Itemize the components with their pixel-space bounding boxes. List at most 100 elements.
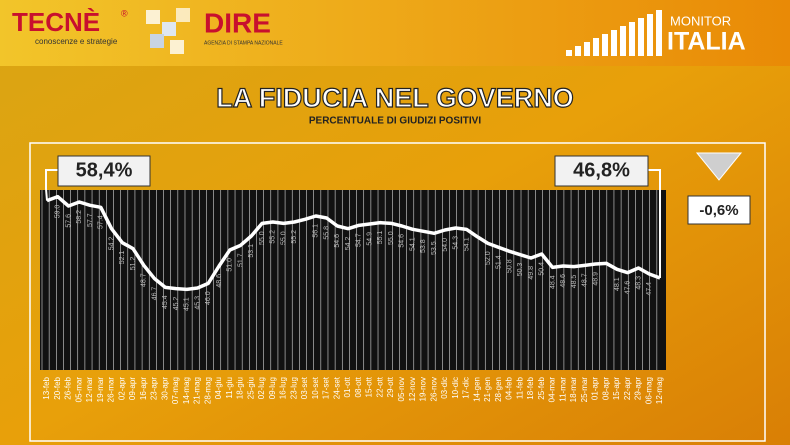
chart-frame xyxy=(29,142,766,442)
x-tick-label: 29-ott xyxy=(386,376,395,397)
x-tick-label: 20-feb xyxy=(53,376,62,399)
x-tick-label: 08-apr xyxy=(601,377,610,400)
brand-right-bottom: ITALIA xyxy=(667,28,746,56)
cube-logo xyxy=(146,8,190,54)
x-tick-label: 26-mar xyxy=(107,377,116,403)
value-label: 46.7 xyxy=(151,287,158,301)
chart-subtitle: PERCENTUALE DI GIUDIZI POSITIVI xyxy=(309,116,481,127)
x-tick-label: 09-apr xyxy=(128,377,137,400)
x-tick-label: 25-mar xyxy=(580,377,589,403)
value-label: 48.9 xyxy=(592,272,599,286)
value-label: 45.4 xyxy=(162,295,169,309)
x-tick-label: 01-ott xyxy=(343,376,352,397)
value-label: 49.8 xyxy=(528,266,535,280)
x-tick-label: 01-apr xyxy=(591,377,600,400)
x-tick-label: 09-lug xyxy=(268,377,277,399)
x-tick-label: 30-apr xyxy=(160,377,169,400)
bar-logo xyxy=(566,10,662,56)
value-label: 51.0 xyxy=(227,258,234,272)
value-label: 48.4 xyxy=(549,275,556,289)
x-tick-label: 12-mar xyxy=(85,377,94,403)
x-tick-label: 17-dic xyxy=(462,377,471,399)
x-tick-label: 25-giu xyxy=(246,377,255,399)
value-label: 53.5 xyxy=(431,241,438,255)
x-tick-label: 03-dic xyxy=(440,377,449,399)
change-label: -0,6% xyxy=(699,202,738,219)
value-label: 50.4 xyxy=(539,262,546,276)
x-tick-label: 16-lug xyxy=(279,377,288,399)
x-tick-label: 21-mag xyxy=(193,377,202,404)
x-tick-label: 11-feb xyxy=(515,376,524,399)
value-label: 55.1 xyxy=(377,231,384,245)
value-label: 54.6 xyxy=(334,234,341,248)
value-label: 55.0 xyxy=(388,231,395,245)
x-tick-label: 29-apr xyxy=(634,377,643,400)
value-label: 50.3 xyxy=(517,263,524,277)
brand-left-tagline: conoscenze e strategie xyxy=(35,37,118,46)
value-label: 54.3 xyxy=(453,236,460,250)
x-tick-label: 06-mag xyxy=(644,377,653,404)
value-label: 54.0 xyxy=(442,238,449,252)
value-label: 45.3 xyxy=(194,296,201,310)
x-tick-label: 15-ott xyxy=(365,376,374,397)
value-label: 48.6 xyxy=(216,274,223,288)
callout-label: 58,4% xyxy=(76,159,133,181)
value-label: 48.1 xyxy=(614,277,621,291)
value-label: 48.5 xyxy=(571,275,578,289)
x-tick-label: 04-giu xyxy=(214,377,223,399)
value-label: 59.0 xyxy=(55,205,62,219)
change-box xyxy=(687,195,751,225)
x-tick-label: 26-feb xyxy=(64,376,73,399)
x-tick-label: 02-apr xyxy=(117,377,126,400)
value-label: 54.1 xyxy=(463,237,470,251)
value-label: 47.4 xyxy=(646,282,653,296)
x-tick-label: 11-giu xyxy=(225,377,234,399)
value-label: 51.7 xyxy=(237,253,244,267)
data-line xyxy=(46,194,661,292)
value-label: 46.0 xyxy=(205,291,212,305)
value-label: 48.7 xyxy=(582,273,589,287)
value-label: 57.4 xyxy=(98,215,105,229)
value-label: 45.1 xyxy=(184,297,191,311)
brand-mid-tagline: AGENZIA DI STAMPA NAZIONALE xyxy=(204,40,283,46)
x-tick-label: 02-lug xyxy=(257,377,266,399)
x-tick-label: 19-mar xyxy=(96,377,105,403)
plot-area xyxy=(40,190,666,370)
x-tick-label: 10-set xyxy=(311,376,320,399)
value-label: 47.6 xyxy=(625,281,632,295)
value-label: 54.1 xyxy=(409,237,416,251)
x-tick-label: 13-feb xyxy=(42,376,51,399)
x-tick-label: 28-mag xyxy=(203,377,212,404)
callout-connector xyxy=(45,169,58,201)
x-tick-label: 22-ott xyxy=(375,376,384,397)
x-tick-label: 23-lug xyxy=(289,377,298,399)
value-label: 54.2 xyxy=(108,237,115,251)
value-label: 53.1 xyxy=(248,244,255,258)
brand-left: TECNÈ xyxy=(12,7,100,37)
value-label: 54.9 xyxy=(366,232,373,246)
value-label: 48.3 xyxy=(635,276,642,290)
value-label: 53.8 xyxy=(420,239,427,253)
brand-right-top: MONITOR xyxy=(670,13,731,28)
value-label: 54.2 xyxy=(345,237,352,251)
x-tick-label: 11-mar xyxy=(558,377,567,402)
x-tick-label: 05-mar xyxy=(74,377,83,403)
x-tick-label: 07-mag xyxy=(171,377,180,404)
value-label: 55.0 xyxy=(259,231,266,245)
value-label: 55.8 xyxy=(323,226,330,240)
brand-left-mark: ® xyxy=(121,8,128,18)
x-tick-label: 23-apr xyxy=(150,377,159,400)
x-tick-label: 05-nov xyxy=(397,377,406,401)
value-label: 45.2 xyxy=(173,297,180,311)
value-label: 55.2 xyxy=(270,230,277,244)
x-tick-label: 21-gen xyxy=(483,377,492,402)
brand-mid: DIRE xyxy=(204,7,271,38)
x-tick-label: 14-mag xyxy=(182,377,191,404)
value-label: 48.7 xyxy=(141,273,148,287)
x-tick-label: 18-mar xyxy=(569,377,578,403)
x-tick-label: 26-nov xyxy=(429,377,438,401)
x-tick-label: 19-nov xyxy=(419,377,428,401)
x-tick-label: 22-apr xyxy=(623,377,632,400)
callout-box xyxy=(57,155,151,187)
